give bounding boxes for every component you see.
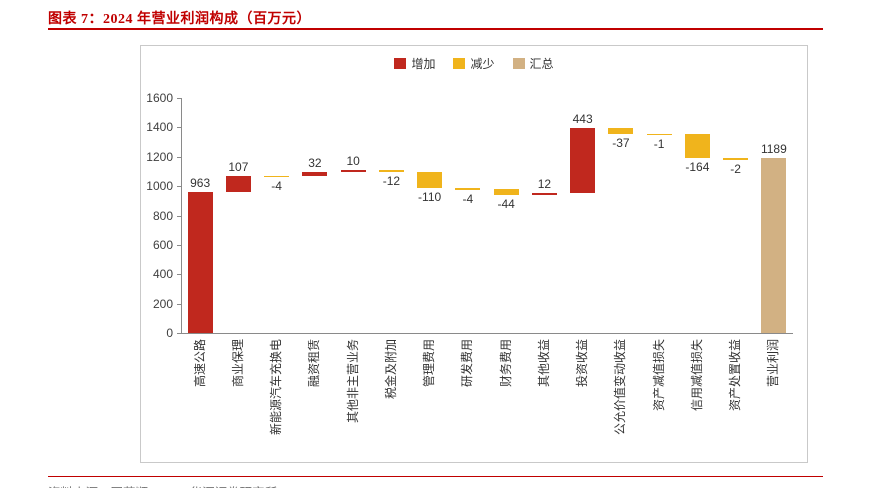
- footer-divider: [48, 476, 823, 477]
- legend-label: 减少: [470, 57, 495, 71]
- y-axis-tick-label: 800: [152, 208, 173, 223]
- y-axis-tick-mark: [177, 215, 181, 217]
- bar-value-label: 963: [190, 175, 211, 190]
- bar-value-label: -4: [462, 191, 474, 206]
- legend-label: 汇总: [529, 57, 554, 71]
- waterfall-bar: [340, 170, 366, 172]
- bar-value-label: 443: [572, 112, 593, 127]
- legend-item: 汇总: [512, 55, 554, 72]
- bar-value-label: 10: [346, 154, 360, 169]
- waterfall-bar: [684, 133, 710, 159]
- x-axis-line: [181, 333, 793, 334]
- figure-title: 图表 7：2024 年营业利润构成（百万元）: [48, 12, 311, 27]
- bar-value-label: 12: [537, 177, 552, 192]
- x-axis-category-label: 投资收益: [575, 339, 590, 388]
- x-axis-category-label: 税金及附加: [383, 339, 398, 400]
- legend-swatch-increase: [394, 58, 407, 69]
- x-axis-category-label: 研发费用: [460, 339, 475, 388]
- y-axis-line: [181, 98, 182, 333]
- y-axis-tick-mark: [177, 156, 181, 158]
- x-axis-category-label: 财务费用: [498, 339, 513, 388]
- x-axis-category-label: 营业利润: [766, 339, 781, 388]
- x-axis-category-label: 其他收益: [536, 339, 551, 388]
- waterfall-bar: [493, 188, 519, 196]
- title-divider: [48, 28, 823, 30]
- y-axis-tick-mark: [177, 333, 181, 334]
- bar-value-label: -1: [653, 137, 665, 152]
- y-axis-tick-label: 1400: [146, 120, 173, 135]
- y-axis-tick-label: 400: [152, 267, 173, 282]
- waterfall-bar: [417, 172, 443, 189]
- y-axis-tick-label: 600: [152, 237, 173, 252]
- x-axis-category-label: 融资租赁: [307, 339, 322, 388]
- legend-swatch-decrease: [453, 58, 466, 69]
- y-axis-tick-mark: [177, 274, 181, 276]
- waterfall-bar: [264, 175, 290, 178]
- bar-value-label: -44: [497, 197, 515, 212]
- legend-label: 增加: [411, 57, 436, 71]
- waterfall-bar: [608, 128, 634, 134]
- x-axis-category-label: 公允价值变动收益: [613, 339, 628, 436]
- waterfall-bar: [187, 191, 213, 333]
- waterfall-bar: [646, 133, 672, 136]
- bar-value-label: -37: [612, 135, 630, 150]
- chart-legend: 增加 减少 汇总: [141, 55, 807, 72]
- waterfall-bar: [761, 158, 787, 333]
- legend-item: 减少: [453, 55, 495, 72]
- x-axis-labels: 高速公路 商业保理 新能源汽车充换电 融资租赁 其他非主营业务 税金及附加 管理费用 研发费用…: [181, 333, 793, 459]
- y-axis-tick-label: 1200: [146, 149, 173, 164]
- x-axis-category-label: 资产处置收益: [728, 339, 743, 412]
- waterfall-bar: [378, 170, 404, 172]
- x-axis-category-label: 信用减值损失: [689, 339, 704, 412]
- waterfall-bar: [455, 188, 481, 190]
- bar-value-label: -12: [382, 174, 401, 189]
- x-axis-category-label: 管理费用: [422, 339, 437, 388]
- bar-value-label: -4: [271, 179, 282, 194]
- y-axis-tick-mark: [177, 303, 181, 305]
- y-axis-tick-mark: [177, 98, 181, 99]
- source-note: 资料来源：同花顺iFinD，华源证券研究所: [48, 482, 277, 488]
- waterfall-bar: [531, 193, 557, 196]
- x-axis-category-label: 资产减值损失: [651, 339, 666, 412]
- waterfall-bar: [570, 128, 596, 194]
- plot-area: 963 107 -4 32 10 -12 -110 -4 -44 12 443 -37 -1 -164 -2…: [181, 98, 793, 333]
- y-axis-tick-mark: [177, 186, 181, 188]
- y-axis-tick-mark: [177, 127, 181, 129]
- x-axis-category-label: 高速公路: [192, 339, 207, 388]
- y-axis-tick-label: 1000: [146, 179, 173, 194]
- waterfall-bar: [723, 158, 749, 160]
- bar-value-label: -2: [730, 161, 741, 176]
- y-axis-tick-label: 200: [152, 296, 173, 311]
- bar-value-label: -164: [685, 160, 710, 175]
- legend-swatch-total: [512, 58, 525, 69]
- bar-value-label: 1189: [760, 142, 787, 157]
- x-axis-category-label: 商业保理: [230, 339, 245, 388]
- waterfall-bar: [225, 175, 251, 192]
- chart-frame: 增加 减少 汇总 963 107 -4 32 10 -12 -110 -4 -44 12 443 -37 -…: [140, 45, 808, 463]
- x-axis-category-label: 新能源汽车充换电: [269, 339, 284, 436]
- y-axis-tick-label: 1600: [146, 91, 173, 105]
- legend-item: 增加: [394, 55, 435, 72]
- waterfall-bar: [302, 171, 328, 177]
- y-axis-tick-mark: [177, 244, 181, 246]
- bar-value-label: -110: [418, 190, 442, 205]
- bar-value-label: 107: [228, 159, 249, 174]
- y-axis-tick-label: 0: [166, 326, 173, 340]
- x-axis-category-label: 其他非主营业务: [345, 339, 360, 424]
- bar-value-label: 32: [308, 155, 322, 170]
